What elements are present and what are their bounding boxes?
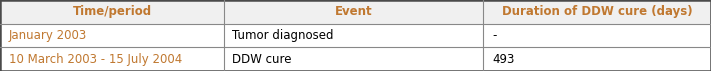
Bar <box>0 0 224 24</box>
Bar <box>0 47 224 71</box>
Bar <box>224 0 483 24</box>
Bar <box>224 24 483 47</box>
Text: Time/period: Time/period <box>73 5 151 18</box>
Text: 10 March 2003 - 15 July 2004: 10 March 2003 - 15 July 2004 <box>9 53 182 66</box>
Text: Event: Event <box>335 5 373 18</box>
Text: -: - <box>492 29 496 42</box>
Text: Duration of DDW cure (days): Duration of DDW cure (days) <box>502 5 693 18</box>
Bar <box>483 0 711 24</box>
Text: Tumor diagnosed: Tumor diagnosed <box>232 29 334 42</box>
Bar <box>483 24 711 47</box>
Text: January 2003: January 2003 <box>9 29 87 42</box>
Text: DDW cure: DDW cure <box>232 53 292 66</box>
Text: 493: 493 <box>492 53 514 66</box>
Bar <box>0 24 224 47</box>
Bar <box>224 47 483 71</box>
Bar <box>483 47 711 71</box>
